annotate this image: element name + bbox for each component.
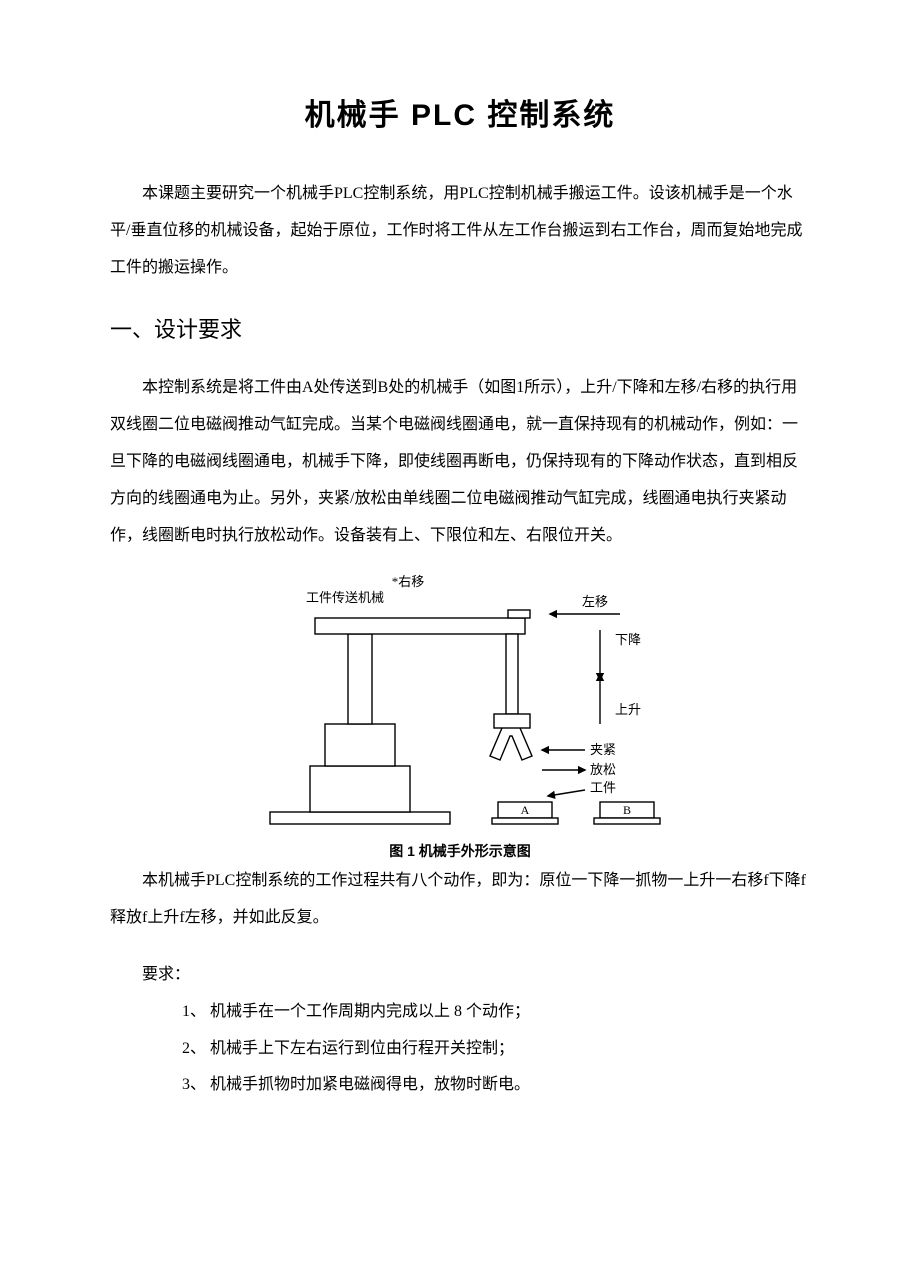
svg-text:A: A <box>521 803 530 817</box>
intro-paragraph: 本课题主要研究一个机械手PLC控制系统，用PLC控制机械手搬运工件。设该机械手是… <box>110 176 810 286</box>
document-page: 机械手 PLC 控制系统 本课题主要研究一个机械手PLC控制系统，用PLC控制机… <box>0 0 920 1276</box>
svg-text:*右移: *右移 <box>392 574 425 589</box>
figure-1: *右移工件传送机械 左移下降上升夹紧放松工件 A B 图 1 机械手外形示意图 <box>110 574 810 861</box>
svg-text:工件: 工件 <box>590 780 616 795</box>
requirements-label: 要求： <box>110 957 810 994</box>
svg-text:左移: 左移 <box>582 594 608 609</box>
section-1-paragraph-2: 本机械手PLC控制系统的工作过程共有八个动作，即为：原位一下降一抓物一上升一右移… <box>110 863 810 937</box>
svg-text:上升: 上升 <box>615 702 641 717</box>
svg-text:工件传送机械: 工件传送机械 <box>306 590 384 605</box>
svg-text:放松: 放松 <box>590 762 616 777</box>
requirement-1: 1、 机械手在一个工作周期内完成以上 8 个动作； <box>110 994 810 1031</box>
requirement-3: 3、 机械手抓物时加紧电磁阀得电，放物时断电。 <box>110 1067 810 1104</box>
figure-1-caption: 图 1 机械手外形示意图 <box>110 841 810 861</box>
requirement-2: 2、 机械手上下左右运行到位由行程开关控制； <box>110 1031 810 1068</box>
section-1-heading: 一、设计要求 <box>110 312 810 344</box>
section-1-paragraph-1: 本控制系统是将工件由A处传送到B处的机械手（如图1所示），上升/下降和左移/右移… <box>110 370 810 554</box>
manipulator-diagram: *右移工件传送机械 左移下降上升夹紧放松工件 A B <box>250 574 670 834</box>
svg-text:B: B <box>623 803 631 817</box>
page-title: 机械手 PLC 控制系统 <box>110 90 810 134</box>
svg-text:夹紧: 夹紧 <box>590 742 616 757</box>
svg-text:下降: 下降 <box>615 632 641 647</box>
